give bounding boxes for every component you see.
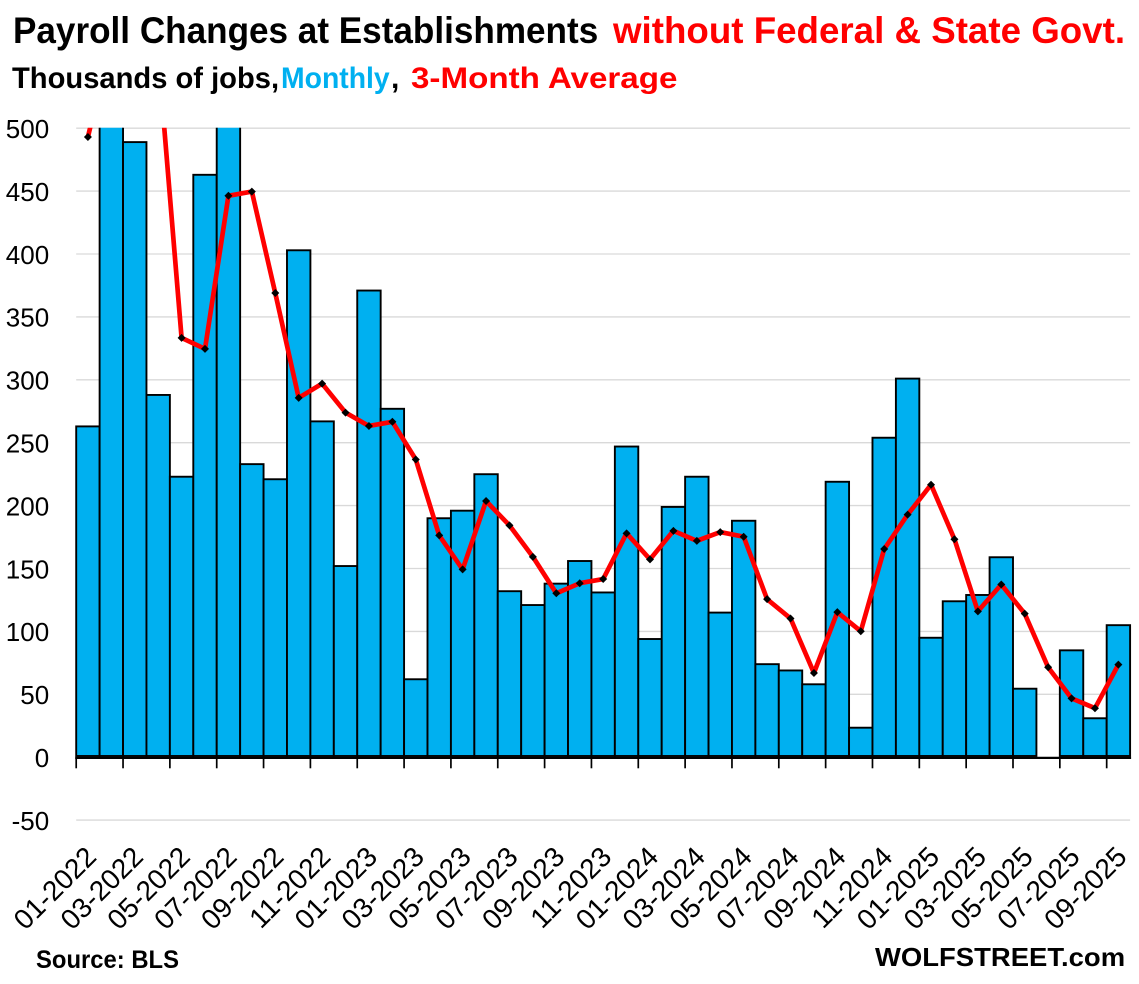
svg-text:450: 450 bbox=[6, 177, 49, 207]
svg-text:200: 200 bbox=[6, 491, 49, 521]
svg-text:250: 250 bbox=[6, 429, 49, 459]
svg-text:400: 400 bbox=[6, 240, 49, 270]
svg-text:-50: -50 bbox=[12, 806, 50, 836]
svg-text:500: 500 bbox=[6, 114, 49, 144]
svg-text:100: 100 bbox=[6, 617, 49, 647]
svg-text:0: 0 bbox=[35, 743, 49, 773]
svg-text:50: 50 bbox=[20, 680, 49, 710]
svg-text:300: 300 bbox=[6, 366, 49, 396]
svg-text:150: 150 bbox=[6, 554, 49, 584]
svg-text:350: 350 bbox=[6, 303, 49, 333]
